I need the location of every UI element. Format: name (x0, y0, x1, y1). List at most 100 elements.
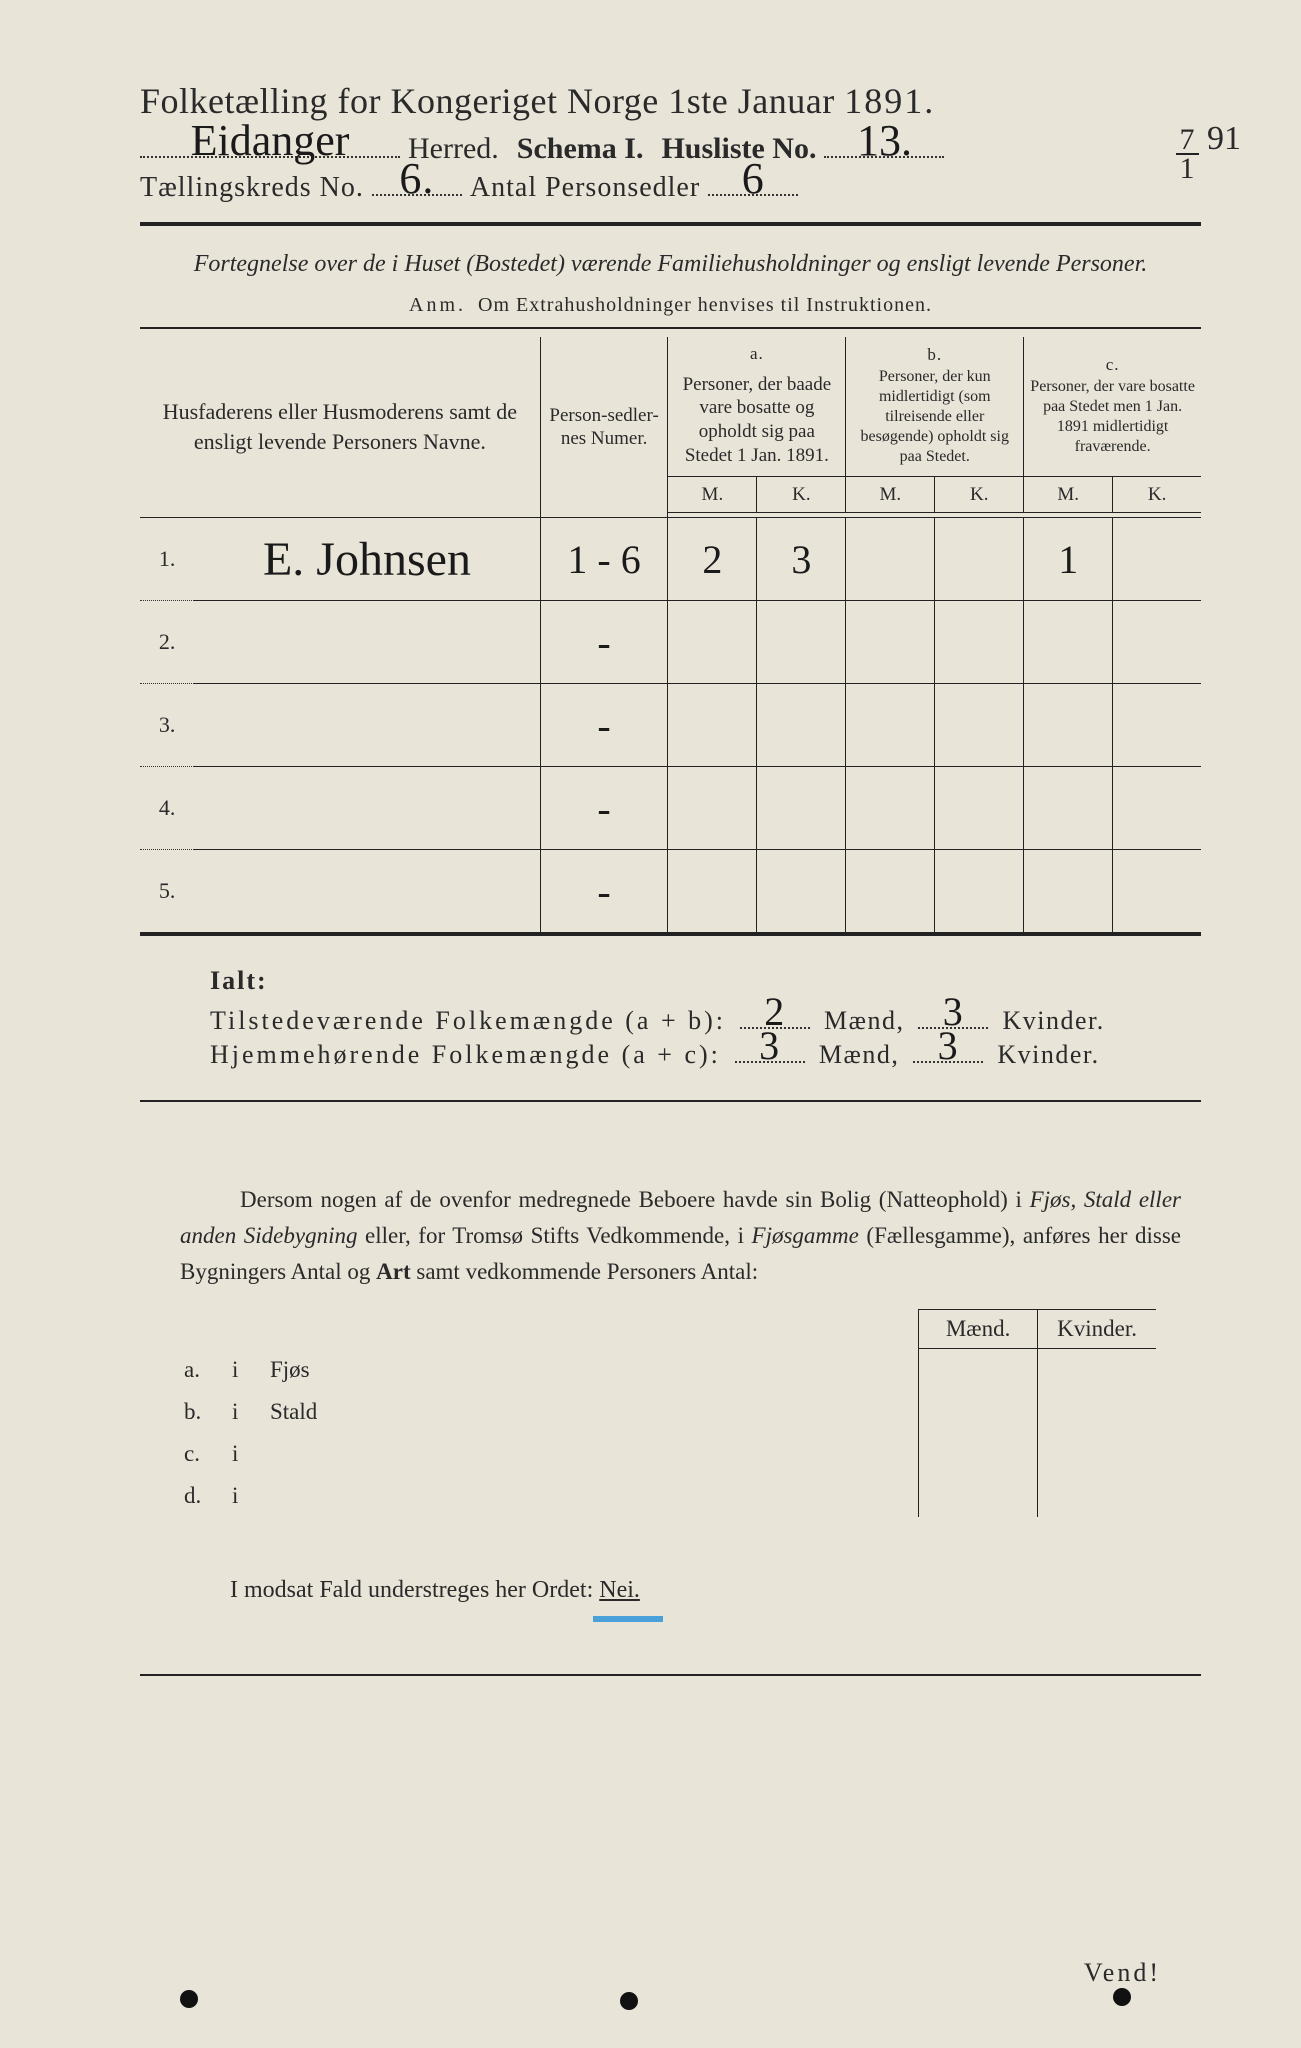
cK-head: K. (1113, 476, 1201, 513)
tilstede-label: Tilstedeværende Folkemængde (a + b): (210, 1006, 726, 1036)
table-row: 2.- (140, 601, 1201, 684)
row-aK: 3 (757, 518, 846, 601)
blue-underline-mark (593, 1587, 663, 1622)
row-numer: - (540, 684, 668, 767)
ialt-block: Ialt: Tilstedeværende Folkemængde (a + b… (210, 966, 1201, 1070)
hjemme-k-field: 3 (913, 1061, 983, 1063)
ialt-head: Ialt: (210, 966, 1201, 996)
hjemme-row: Hjemmehørende Folkemængde (a + c): 3 Mæn… (210, 1040, 1201, 1070)
side-kvinder (1038, 1475, 1157, 1517)
table-row: 3. - (140, 684, 1201, 767)
herred-field: Eidanger (140, 156, 400, 158)
side-maend (919, 1475, 1038, 1517)
husliste-field: 13. (824, 156, 944, 158)
row-aK (757, 850, 846, 935)
row-aK (757, 601, 846, 684)
a-text: Personer, der baade vare bosatte og opho… (672, 371, 841, 470)
dersom-t2: eller, for Tromsø Stifts Vedkommende, i (357, 1223, 751, 1248)
dersom-b1: Art (376, 1259, 410, 1284)
col-names-head: Husfaderens eller Husmoderens samt de en… (140, 337, 540, 518)
side-maend (919, 1391, 1038, 1433)
side-dots (384, 1349, 919, 1391)
row-cM (1024, 684, 1113, 767)
household-table: Husfaderens eller Husmoderens samt de en… (140, 337, 1201, 936)
side-i: i (228, 1391, 266, 1433)
personsedler-field: 6 (708, 194, 798, 196)
date-denom: 1 (1180, 155, 1195, 182)
row-bK (935, 767, 1024, 850)
col-numer-head: Person-sedler-nes Numer. (540, 337, 668, 518)
row-numer: - (540, 767, 668, 850)
ink-blot-2 (620, 1992, 638, 2010)
c-text: Personer, der vare bosatte paa Stedet me… (1028, 375, 1197, 459)
row-cM: 1 (1024, 518, 1113, 601)
personsedler-value: 6 (742, 153, 765, 204)
cM-head: M. (1024, 476, 1113, 513)
sidebygning-table: Mænd. Kvinder. a.iFjøs b.iStald c.i d.i (180, 1309, 1156, 1517)
side-dots (384, 1391, 919, 1433)
census-form-page: 7 1 91 Folketælling for Kongeriget Norge… (0, 0, 1301, 2048)
rule-2 (140, 327, 1201, 329)
side-kvinder (1038, 1391, 1157, 1433)
side-maend (919, 1433, 1038, 1475)
kreds-value: 6. (399, 153, 434, 204)
row-cK (1113, 601, 1201, 684)
dersom-paragraph: Dersom nogen af de ovenfor medregnede Be… (180, 1182, 1181, 1289)
side-type: Fjøs (266, 1349, 384, 1391)
row-cM (1024, 850, 1113, 935)
side-maend-head: Mænd. (919, 1310, 1038, 1349)
modsat-line: I modsat Fald understreges her Ordet: Ne… (230, 1577, 1201, 1604)
hjemme-m: 3 (759, 1022, 781, 1069)
row-bK (935, 850, 1024, 935)
aK-head: K. (757, 476, 846, 513)
modsat-text: I modsat Fald understreges her Ordet: (230, 1577, 593, 1603)
row-name (194, 850, 540, 935)
aM-head: M. (668, 476, 757, 513)
row-numer: - (540, 601, 668, 684)
row-bM (846, 767, 935, 850)
side-row: a.iFjøs (180, 1349, 1156, 1391)
side-type: Stald (266, 1391, 384, 1433)
row-aK (757, 767, 846, 850)
side-i: i (228, 1349, 266, 1391)
vend-label: Vend! (1084, 1958, 1161, 1988)
personsedler-label: Antal Personsedler (470, 172, 700, 204)
date-numer: 7 (1176, 126, 1199, 155)
side-dots (384, 1433, 919, 1475)
row-aM (668, 850, 757, 935)
row-numer: 1 - 6 (540, 518, 668, 601)
table-row: 1.E. Johnsen1 - 6231 (140, 518, 1201, 601)
col-b: b. Personer, der kun midlertidigt (som t… (846, 337, 1024, 476)
row-cK (1113, 850, 1201, 935)
husliste-label: Husliste No. (661, 132, 816, 166)
row-num: 4. (140, 767, 194, 850)
rule-4 (140, 1674, 1201, 1676)
side-dots (384, 1475, 919, 1517)
row-name: E. Johnsen (194, 518, 540, 601)
row-cK (1113, 767, 1201, 850)
row-cK (1113, 684, 1201, 767)
side-i: i (228, 1475, 266, 1517)
row-aM (668, 601, 757, 684)
kreds-label: Tællingskreds No. (140, 172, 364, 204)
row-bM (846, 518, 935, 601)
side-kvinder (1038, 1349, 1157, 1391)
b-text: Personer, der kun midlertidigt (som tilr… (850, 365, 1019, 469)
col-a: a. Personer, der baade vare bosatte og o… (668, 337, 846, 476)
herred-value: Eidanger (191, 115, 350, 166)
b-label: b. (850, 344, 1019, 365)
kreds-line: Tællingskreds No. 6. Antal Personsedler … (140, 172, 1201, 204)
maend-label-1: Mænd, (824, 1006, 904, 1036)
row-name (194, 684, 540, 767)
side-lbl: c. (180, 1433, 228, 1475)
hjemme-k: 3 (938, 1022, 960, 1069)
side-type (266, 1433, 384, 1475)
row-aK (757, 684, 846, 767)
schema-label: Schema I. (517, 132, 644, 166)
hjemme-label: Hjemmehørende Folkemængde (a + c): (210, 1040, 721, 1070)
row-bM (846, 850, 935, 935)
row-num: 3. (140, 684, 194, 767)
row-num: 1. (140, 518, 194, 601)
side-row: d.i (180, 1475, 1156, 1517)
kvinder-label-1: Kvinder. (1002, 1006, 1104, 1036)
